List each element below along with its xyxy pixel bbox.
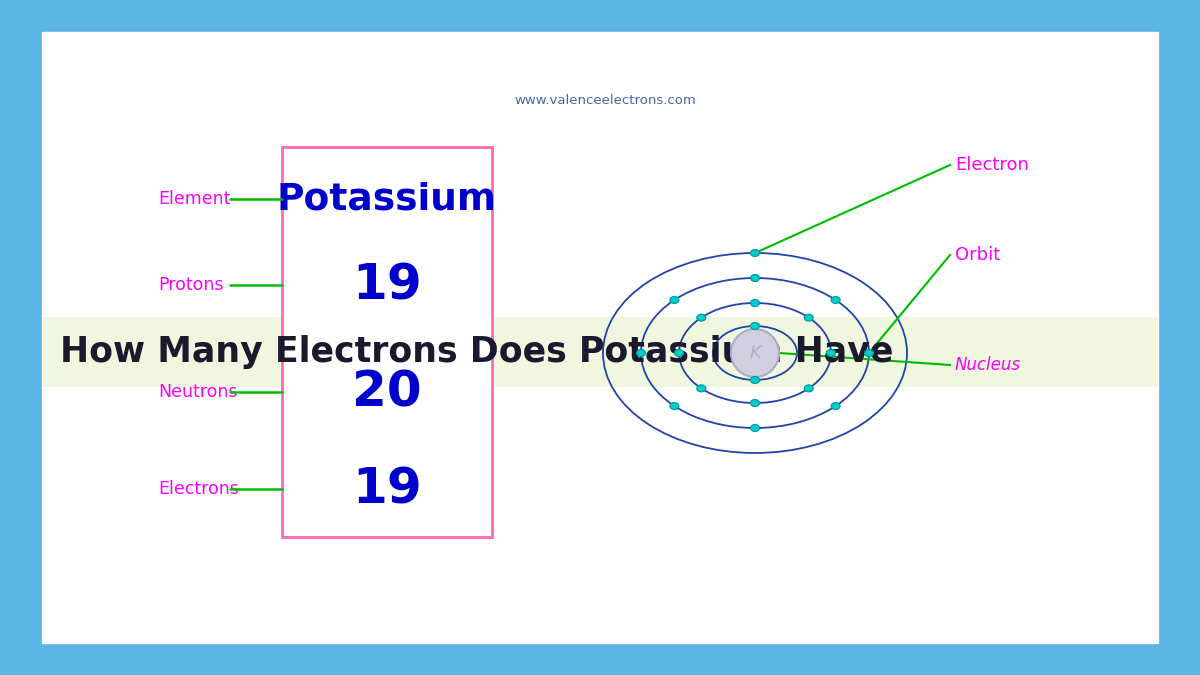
Ellipse shape (697, 385, 706, 392)
Ellipse shape (636, 350, 646, 356)
Ellipse shape (674, 350, 684, 356)
Ellipse shape (750, 377, 760, 383)
Text: Orbit: Orbit (955, 246, 1001, 264)
Ellipse shape (832, 402, 840, 410)
Text: 19: 19 (352, 261, 422, 309)
Ellipse shape (697, 314, 706, 321)
Ellipse shape (804, 314, 814, 321)
Text: Protons: Protons (158, 276, 223, 294)
Ellipse shape (670, 402, 679, 410)
Circle shape (731, 329, 779, 377)
Text: Neutrons: Neutrons (158, 383, 238, 401)
Ellipse shape (750, 275, 760, 281)
FancyBboxPatch shape (282, 147, 492, 537)
Ellipse shape (750, 323, 760, 329)
Ellipse shape (750, 400, 760, 406)
Text: Nucleus: Nucleus (955, 356, 1021, 374)
Ellipse shape (750, 300, 760, 306)
Ellipse shape (832, 296, 840, 304)
Ellipse shape (864, 350, 874, 356)
Bar (42, 317, 1158, 387)
Text: Electrons: Electrons (158, 480, 239, 498)
Ellipse shape (750, 425, 760, 431)
Ellipse shape (750, 250, 760, 256)
Ellipse shape (670, 296, 679, 304)
Text: Electron: Electron (955, 156, 1028, 174)
Ellipse shape (827, 350, 835, 356)
Text: Potassium: Potassium (277, 181, 497, 217)
Text: K: K (749, 344, 761, 362)
Text: www.valenceelectrons.com: www.valenceelectrons.com (514, 94, 696, 107)
Ellipse shape (804, 385, 814, 392)
Text: 20: 20 (352, 368, 422, 416)
Text: 19: 19 (352, 465, 422, 513)
Text: Element: Element (158, 190, 230, 208)
Text: How Many Electrons Does Potassium Have: How Many Electrons Does Potassium Have (60, 335, 893, 369)
FancyBboxPatch shape (42, 32, 1158, 643)
